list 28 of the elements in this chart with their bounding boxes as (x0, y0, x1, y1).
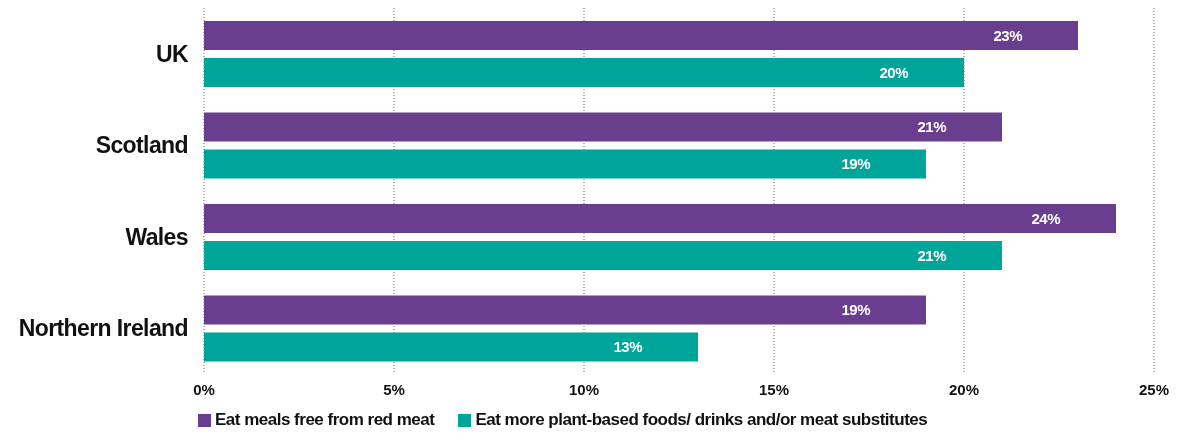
y-tick-label: Scotland (95, 132, 188, 159)
bar (204, 149, 926, 179)
data-label: 24% (1031, 209, 1061, 227)
bar (204, 21, 1078, 50)
bar (204, 295, 926, 325)
data-label: 19% (841, 155, 871, 173)
legend-label: Eat meals free from red meat (215, 410, 435, 429)
bar (204, 204, 1116, 233)
bar (204, 58, 964, 87)
data-label: 21% (917, 118, 947, 136)
y-tick-label: UK (155, 40, 189, 67)
bar (204, 332, 698, 362)
x-tick-label: 25% (1138, 380, 1170, 398)
bar (204, 241, 1002, 270)
data-label: 20% (879, 63, 909, 81)
x-tick-label: 0% (193, 380, 215, 398)
data-label: 23% (993, 26, 1023, 44)
x-tick-label: 5% (383, 380, 405, 398)
y-tick-label: Northern Ireland (18, 315, 188, 342)
x-tick-label: 10% (568, 380, 600, 398)
data-label: 21% (917, 246, 947, 264)
y-tick-label: Wales (125, 223, 188, 250)
x-tick-label: 15% (758, 380, 790, 398)
x-tick-label: 20% (948, 380, 980, 398)
bar (204, 112, 1002, 142)
data-label: 19% (841, 301, 871, 319)
legend-label: Eat more plant-based foods/ drinks and/or meat substitutes (475, 410, 928, 429)
data-label: 13% (613, 338, 643, 356)
